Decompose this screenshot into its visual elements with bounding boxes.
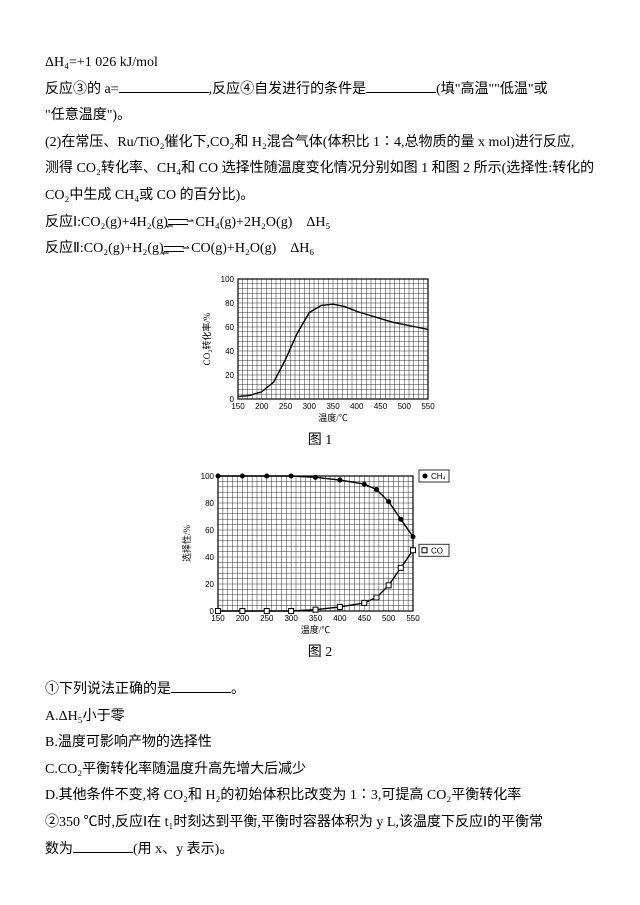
svg-text:40: 40 bbox=[205, 553, 214, 562]
option-a: A.ΔH₅小于零 bbox=[45, 704, 595, 731]
svg-text:400: 400 bbox=[350, 402, 364, 411]
svg-text:20: 20 bbox=[225, 371, 234, 380]
dh4-line: ΔH₄=+1 026 kJ/mol bbox=[45, 50, 595, 77]
chart1-wrap: 150200250300350400450500550020406080100温… bbox=[45, 271, 595, 461]
svg-text:250: 250 bbox=[279, 402, 293, 411]
svg-text:60: 60 bbox=[225, 323, 234, 332]
svg-text:350: 350 bbox=[326, 402, 340, 411]
option-c: C.CO₂平衡转化率随温度升高先增大后减少 bbox=[45, 757, 595, 784]
text: ,反应④自发进行的条件是 bbox=[209, 82, 367, 97]
q-a-line: 反应③的 a= ,反应④自发进行的条件是 (填"高温""低温"或 bbox=[45, 77, 595, 104]
chart1: 150200250300350400450500550020406080100温… bbox=[200, 271, 440, 426]
chart1-caption: 图 1 bbox=[308, 428, 333, 455]
text: CO(g)+H₂O(g) ΔH₆ bbox=[188, 241, 315, 256]
text: CH₄(g)+2H₂O(g) ΔH₅ bbox=[192, 215, 330, 230]
chart2: 150200250300350400450500550020406080100C… bbox=[180, 468, 460, 638]
text: (填"高温""低温"或 bbox=[436, 82, 548, 97]
svg-text:450: 450 bbox=[358, 614, 372, 623]
svg-text:CO₂转化率/%: CO₂转化率/% bbox=[201, 312, 212, 365]
text: 。 bbox=[231, 682, 245, 697]
option-b: B.温度可影响产物的选择性 bbox=[45, 730, 595, 757]
svg-text:20: 20 bbox=[205, 580, 214, 589]
chart2-caption: 图 2 bbox=[308, 640, 333, 667]
svg-text:350: 350 bbox=[309, 614, 323, 623]
q1: ①下列说法正确的是 。 bbox=[45, 677, 595, 704]
q-a-line2: "任意温度")。 bbox=[45, 103, 595, 130]
svg-text:80: 80 bbox=[225, 299, 234, 308]
svg-text:100: 100 bbox=[201, 472, 215, 481]
svg-text:温度/℃: 温度/℃ bbox=[318, 412, 348, 423]
svg-text:500: 500 bbox=[398, 402, 412, 411]
reaction1: 反应Ⅰ:CO₂(g)+4H₂(g)⇀↽ CH₄(g)+2H₂O(g) ΔH₅ bbox=[45, 210, 595, 237]
blank-q2 bbox=[73, 838, 133, 853]
equilibrium-arrows-icon: ⇀↽ bbox=[168, 216, 192, 228]
svg-text:250: 250 bbox=[260, 614, 274, 623]
text: 反应Ⅱ:CO₂(g)+H₂(g) bbox=[45, 241, 164, 256]
svg-text:200: 200 bbox=[236, 614, 250, 623]
svg-text:300: 300 bbox=[303, 402, 317, 411]
svg-text:450: 450 bbox=[374, 402, 388, 411]
q2-line1: ②350 ℃时,反应Ⅰ在 t₁时刻达到平衡,平衡时容器体积为 y L,该温度下反… bbox=[45, 810, 595, 837]
svg-text:选择性/%: 选择性/% bbox=[181, 525, 192, 563]
blank-cond bbox=[366, 78, 436, 93]
svg-text:550: 550 bbox=[406, 614, 420, 623]
svg-text:CO: CO bbox=[431, 547, 443, 556]
chart2-wrap: 150200250300350400450500550020406080100C… bbox=[45, 468, 595, 673]
svg-text:100: 100 bbox=[221, 275, 235, 284]
blank-q1 bbox=[171, 678, 231, 693]
svg-text:300: 300 bbox=[284, 614, 298, 623]
svg-text:550: 550 bbox=[421, 402, 435, 411]
svg-text:CH₄: CH₄ bbox=[431, 472, 446, 481]
svg-text:温度/℃: 温度/℃ bbox=[301, 624, 331, 635]
reaction2: 反应Ⅱ:CO₂(g)+H₂(g)⇀↽ CO(g)+H₂O(g) ΔH₆ bbox=[45, 236, 595, 263]
svg-text:0: 0 bbox=[230, 395, 235, 404]
text: 反应③的 a= bbox=[45, 82, 119, 97]
option-d: D.其他条件不变,将 CO₂和 H₂的初始体积比改变为 1∶3,可提高 CO₂平… bbox=[45, 783, 595, 810]
p2-line3: CO₂中生成 CH₄或 CO 的百分比)。 bbox=[45, 183, 595, 210]
svg-text:40: 40 bbox=[225, 347, 234, 356]
svg-text:0: 0 bbox=[210, 607, 215, 616]
text: (用 x、y 表示)。 bbox=[133, 842, 233, 857]
svg-text:200: 200 bbox=[255, 402, 269, 411]
equilibrium-arrows-icon: ⇀↽ bbox=[164, 243, 188, 255]
svg-text:500: 500 bbox=[382, 614, 396, 623]
text: ①下列说法正确的是 bbox=[45, 682, 171, 697]
blank-a bbox=[119, 78, 209, 93]
svg-text:80: 80 bbox=[205, 499, 214, 508]
svg-text:60: 60 bbox=[205, 526, 214, 535]
text: 反应Ⅰ:CO₂(g)+4H₂(g) bbox=[45, 215, 168, 230]
q2-line2: 数为 (用 x、y 表示)。 bbox=[45, 837, 595, 864]
text: 数为 bbox=[45, 842, 73, 857]
p2-line1: (2)在常压、Ru/TiO₂催化下,CO₂和 H₂混合气体(体积比 1∶4,总物… bbox=[45, 130, 595, 157]
p2-line2: 测得 CO₂转化率、CH₄和 CO 选择性随温度变化情况分别如图 1 和图 2 … bbox=[45, 156, 595, 183]
svg-text:400: 400 bbox=[333, 614, 347, 623]
